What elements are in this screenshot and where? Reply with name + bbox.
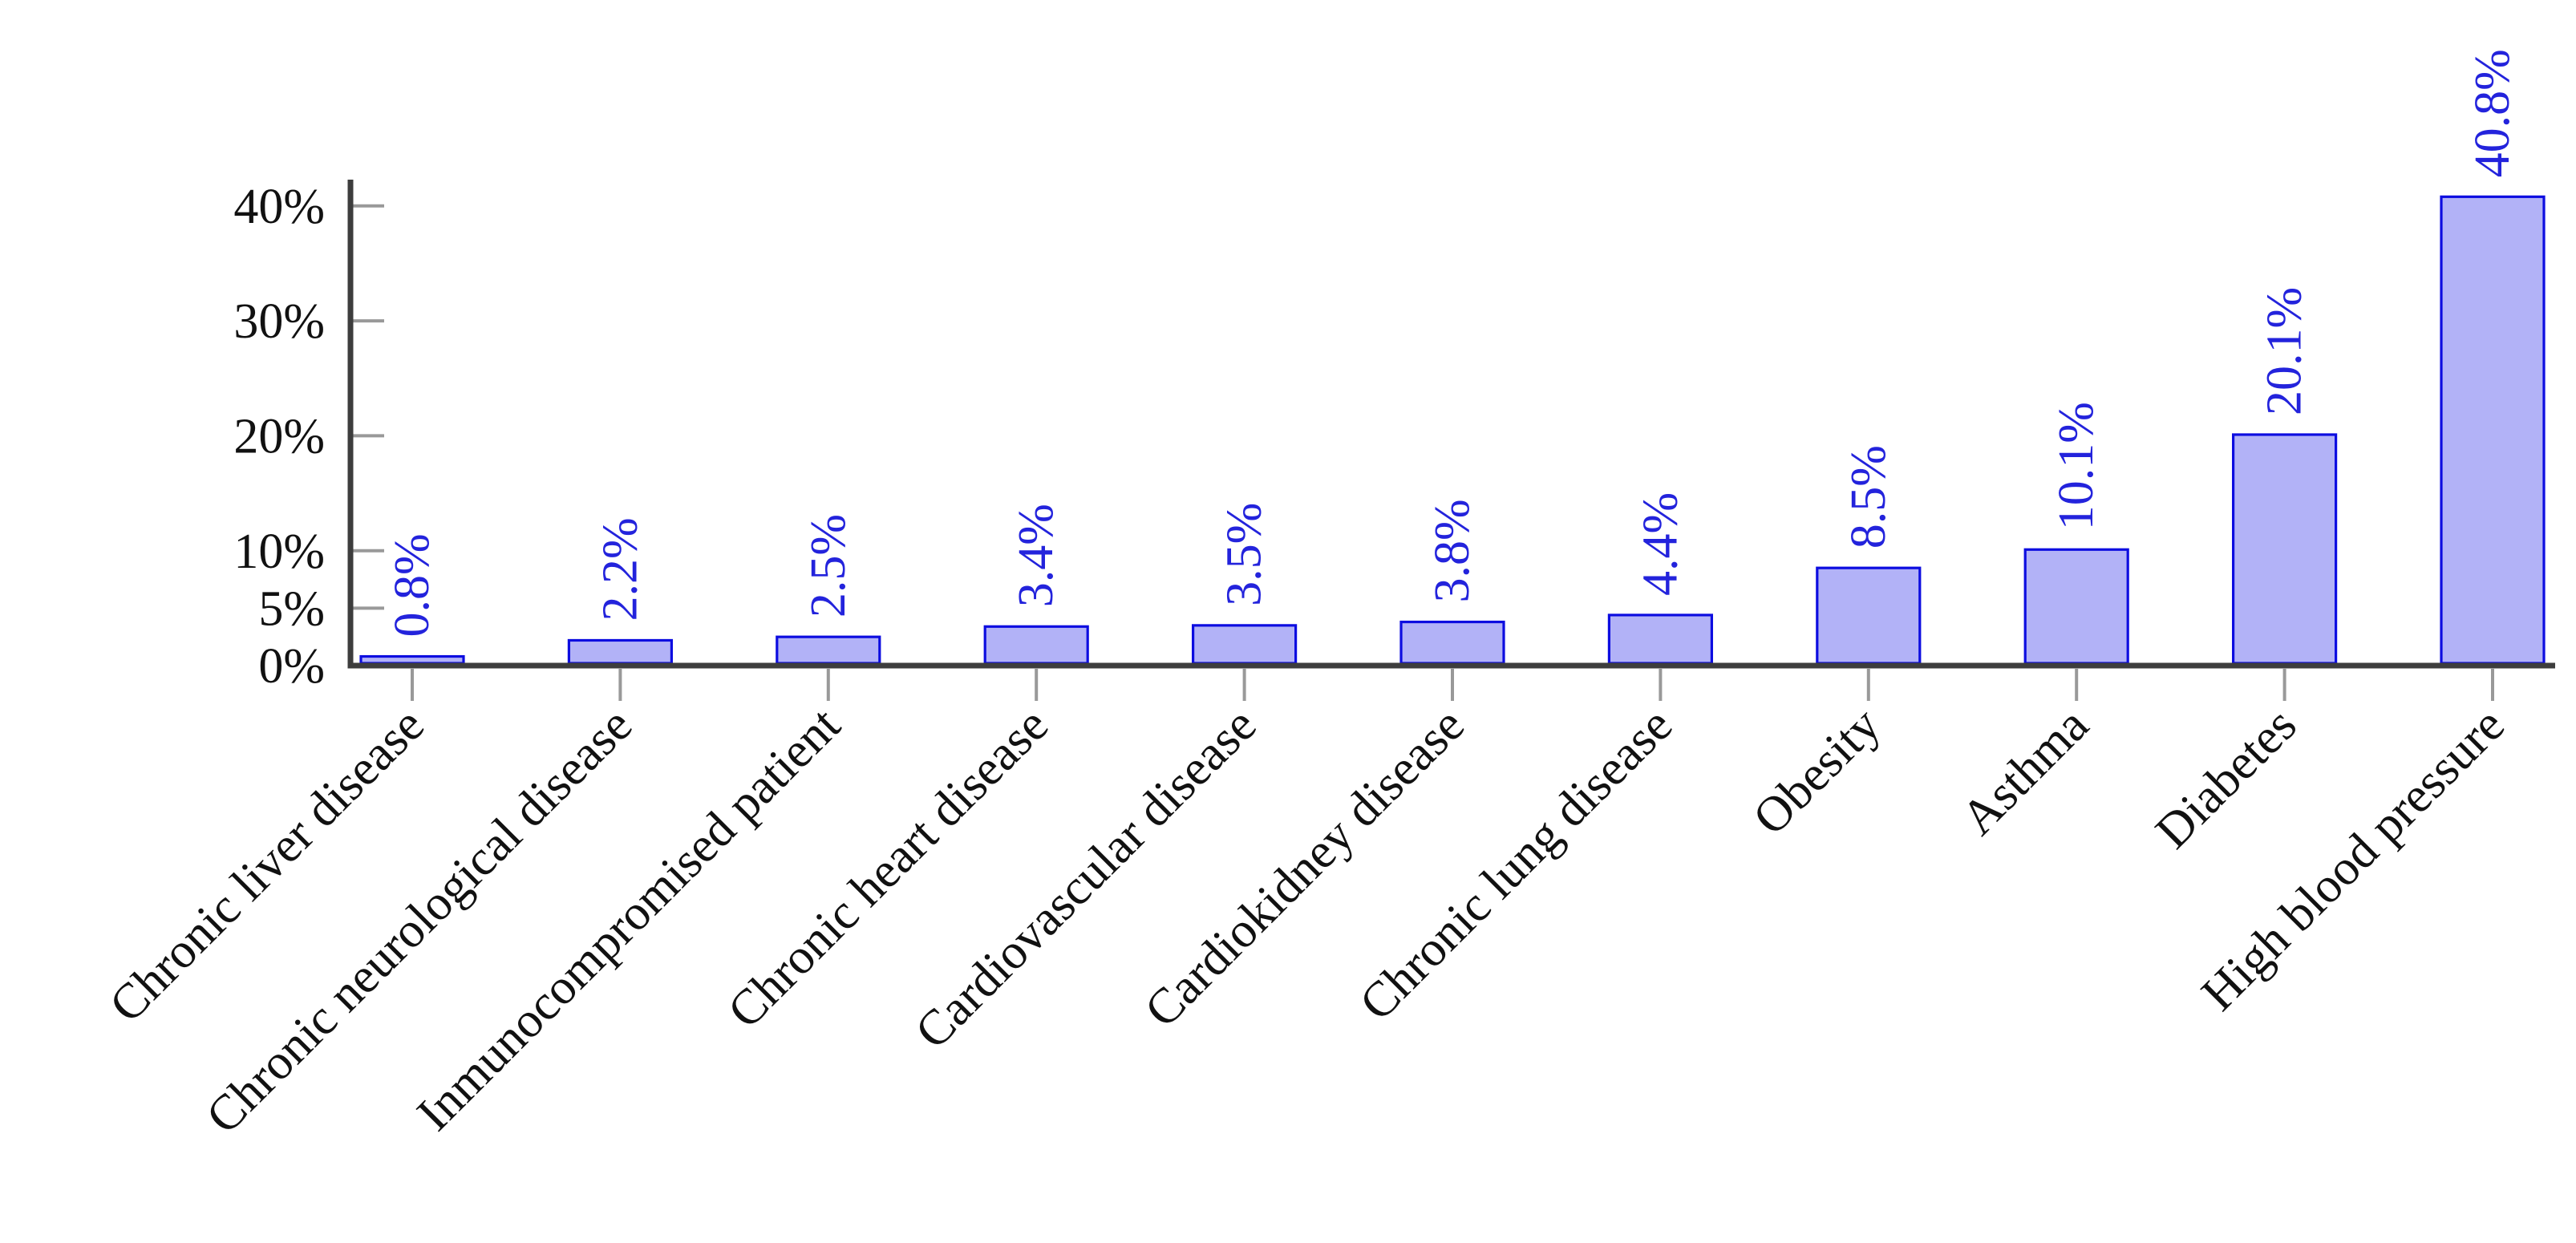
value-label-high-blood-pressure: 40.8% <box>2465 49 2520 177</box>
bar-inmunocompromised-patient <box>776 635 881 665</box>
bar-chronic-liver-disease <box>359 654 465 665</box>
value-label-chronic-liver-disease: 0.8% <box>385 533 439 637</box>
value-label-asthma: 10.1% <box>2049 402 2104 530</box>
value-label-chronic-neurological-disease: 2.2% <box>593 517 647 621</box>
bar-chronic-lung-disease <box>1607 613 1714 665</box>
value-label-inmunocompromised-patient: 2.5% <box>801 514 856 617</box>
value-label-diabetes: 20.1% <box>2258 287 2312 415</box>
bar-diabetes <box>2232 433 2338 665</box>
bar-asthma <box>2023 548 2129 665</box>
y-tick-label-10pct: 10% <box>233 524 325 579</box>
value-label-obesity: 8.5% <box>1841 445 1896 549</box>
y-tick-label-5pct: 5% <box>258 581 325 636</box>
bar-chronic-neurological-disease <box>567 638 674 665</box>
y-tick-label-0pct: 0% <box>258 639 325 694</box>
bar-high-blood-pressure <box>2440 195 2546 665</box>
value-label-chronic-lung-disease: 4.4% <box>1633 492 1687 596</box>
bar-cardiovascular-disease <box>1191 624 1298 665</box>
value-label-chronic-heart-disease: 3.4% <box>1009 504 1063 607</box>
y-tick-label-20pct: 20% <box>233 409 325 464</box>
bar-cardiokidney-disease <box>1399 620 1505 665</box>
bar-chronic-heart-disease <box>983 625 1089 665</box>
value-label-cardiovascular-disease: 3.5% <box>1217 503 1272 606</box>
y-tick-label-40pct: 40% <box>233 180 325 234</box>
value-label-cardiokidney-disease: 3.8% <box>1425 499 1480 602</box>
y-tick-label-30pct: 30% <box>233 294 325 349</box>
axis-lines <box>347 180 2555 669</box>
bar-obesity <box>1816 566 1922 665</box>
